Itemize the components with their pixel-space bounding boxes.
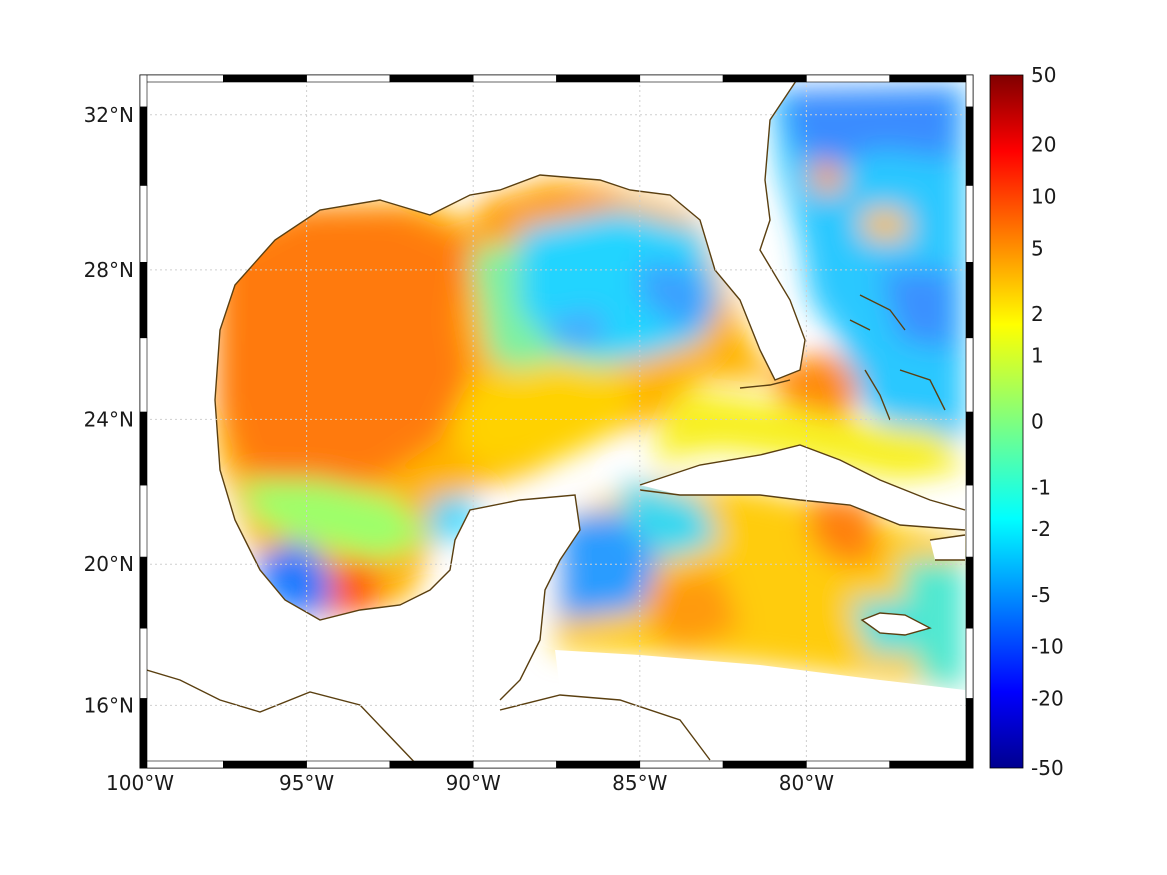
- coast-bahamas: [849, 294, 946, 421]
- frame-bar-bottom: [639, 760, 724, 769]
- x-tick-label: 100°W: [106, 771, 174, 795]
- frame-bar-right: [965, 185, 974, 263]
- frame-bar-bottom: [722, 760, 807, 769]
- colorbar-tick-label: 50: [1031, 63, 1056, 87]
- frame-bar-bottom: [223, 760, 307, 769]
- frame-bar-bottom: [306, 760, 391, 769]
- field-yucatan-cyan: [430, 495, 480, 545]
- y-tick-label: 20°N: [84, 552, 134, 576]
- frame-bar-bottom: [472, 760, 557, 769]
- frame-bar-right: [965, 484, 974, 558]
- colorbar-tick-label: -2: [1031, 517, 1051, 541]
- frame-bar-right: [965, 74, 974, 108]
- coast-us-mexico: [214, 75, 806, 701]
- y-tick-label: 16°N: [84, 693, 134, 717]
- field-east-caribbean-cyan: [900, 560, 965, 690]
- frame-bar-right: [965, 627, 974, 699]
- coast-florida-keys: [739, 379, 791, 389]
- frame-bar-top: [639, 74, 724, 83]
- frame-bar-bottom: [139, 760, 224, 769]
- x-tick-label: 85°W: [612, 771, 667, 795]
- coast-hispaniola: [929, 534, 966, 561]
- colorbar-tick-label: 5: [1031, 236, 1044, 260]
- frame-bar-left: [139, 337, 148, 413]
- field-cayman-cyan: [620, 480, 720, 560]
- frame-bar-left: [139, 185, 148, 263]
- frame-bar-left: [139, 261, 148, 339]
- field-western-gulf: [218, 210, 470, 490]
- coast-cuba: [639, 444, 966, 531]
- field-atlantic-blue: [785, 88, 960, 170]
- colorbar-tick-label: 1: [1031, 344, 1044, 368]
- frame-bar-right: [965, 411, 974, 486]
- x-axis-labels: 100°W 95°W 90°W 85°W 80°W: [106, 771, 834, 795]
- colorbar: [989, 74, 1024, 769]
- frame-bar-right: [965, 106, 974, 186]
- field-blue-patch-2: [545, 310, 605, 350]
- frame-bar-bottom: [806, 760, 891, 769]
- field-atlantic-warm-1: [810, 160, 845, 195]
- colorbar-tick-label: -1: [1031, 475, 1051, 499]
- grid-lines: [140, 75, 973, 768]
- colorbar-tick-label: 2: [1031, 302, 1044, 326]
- y-axis-labels: 32°N 28°N 24°N 20°N 16°N: [84, 103, 134, 718]
- colorbar-tick-label: -5: [1031, 583, 1051, 607]
- frame-bar-top: [389, 74, 474, 83]
- coast-jamaica: [860, 612, 932, 636]
- y-tick-label: 24°N: [84, 407, 134, 431]
- field-bahamas-blue: [880, 270, 955, 350]
- frame-bar-left: [139, 74, 148, 108]
- frame-bar-top: [722, 74, 807, 83]
- field-hispaniola-warm: [810, 495, 880, 565]
- frame-bar-left: [139, 556, 148, 629]
- frame-bar-left: [139, 106, 148, 186]
- frame-bar-top: [556, 74, 641, 83]
- field-atlantic-warm-2: [860, 210, 910, 240]
- x-tick-label: 95°W: [279, 771, 334, 795]
- frame-bar-bottom: [556, 760, 641, 769]
- colorbar-tick-label: -10: [1031, 635, 1064, 659]
- y-tick-label: 32°N: [84, 103, 134, 127]
- field-blue-patch-1: [640, 260, 715, 330]
- frame-bar-bottom: [389, 760, 474, 769]
- frame-bar-top: [472, 74, 557, 83]
- frame-bar-right: [965, 698, 974, 769]
- colorbar-tick-label: 10: [1031, 184, 1056, 208]
- data-field: [215, 85, 965, 690]
- frame-bar-top: [806, 74, 891, 83]
- frame-bar-top: [889, 74, 974, 83]
- frame-bar-right: [965, 261, 974, 339]
- x-tick-label: 90°W: [446, 771, 501, 795]
- field-cayman-blue: [560, 510, 660, 620]
- frame-bar-right: [965, 337, 974, 413]
- colorbar-tick-label: 20: [1031, 132, 1056, 156]
- field-campeche-warm: [330, 560, 385, 615]
- frame-bar-left: [139, 484, 148, 558]
- colorbar-tick-label: -20: [1031, 687, 1064, 711]
- frame-bar-bottom: [889, 760, 974, 769]
- frame-bar-left: [139, 411, 148, 486]
- land-mask: [140, 75, 965, 768]
- coastlines: [140, 75, 966, 768]
- frame-bar-top: [306, 74, 391, 83]
- frame-bar-left: [139, 627, 148, 699]
- x-tick-label: 80°W: [779, 771, 834, 795]
- colorbar-tick-label: -50: [1031, 756, 1064, 780]
- frame-scale-bars: [139, 74, 974, 769]
- frame-bar-right: [965, 556, 974, 629]
- field-north-cuba-yellow: [650, 390, 965, 480]
- colorbar-tick-label: 0: [1031, 410, 1044, 434]
- y-tick-label: 28°N: [84, 258, 134, 282]
- field-yellow-center: [450, 360, 640, 470]
- field-caribbean-warm: [650, 570, 740, 650]
- frame-bar-top: [223, 74, 307, 83]
- frame-bar-top: [139, 74, 224, 83]
- field-bank-green: [240, 480, 430, 560]
- frame-bar-left: [139, 698, 148, 769]
